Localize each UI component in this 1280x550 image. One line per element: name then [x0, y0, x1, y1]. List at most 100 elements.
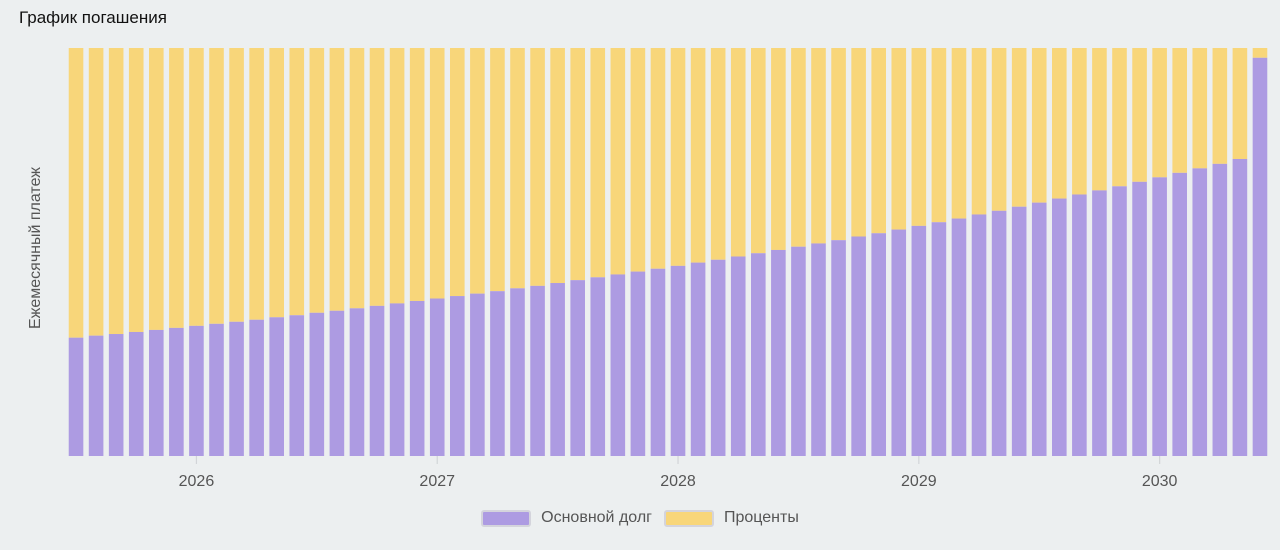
bar-principal[interactable]: [891, 229, 907, 456]
bar-interest[interactable]: [1252, 48, 1268, 58]
bar-interest[interactable]: [1152, 48, 1167, 178]
bar-principal[interactable]: [1192, 168, 1208, 457]
bar-interest[interactable]: [1112, 48, 1127, 187]
bar-interest[interactable]: [991, 48, 1007, 211]
bar-interest[interactable]: [791, 48, 806, 247]
bar-interest[interactable]: [389, 48, 405, 304]
bar-interest[interactable]: [108, 48, 124, 335]
bar-principal[interactable]: [369, 305, 385, 456]
bar-principal[interactable]: [771, 249, 786, 456]
bar-principal[interactable]: [931, 222, 947, 456]
bar-interest[interactable]: [1132, 48, 1147, 182]
bar-principal[interactable]: [1011, 206, 1027, 456]
bar-interest[interactable]: [1232, 48, 1248, 159]
bar-principal[interactable]: [1112, 186, 1127, 456]
bar-interest[interactable]: [229, 48, 244, 322]
bar-interest[interactable]: [269, 48, 284, 318]
bar-principal[interactable]: [871, 233, 886, 456]
bar-principal[interactable]: [289, 315, 305, 456]
bar-principal[interactable]: [670, 265, 686, 456]
bar-interest[interactable]: [1052, 48, 1067, 199]
bar-principal[interactable]: [991, 210, 1007, 456]
bar-interest[interactable]: [68, 48, 84, 338]
bar-interest[interactable]: [189, 48, 204, 326]
bar-principal[interactable]: [88, 335, 104, 456]
bar-interest[interactable]: [1011, 48, 1027, 207]
bar-interest[interactable]: [771, 48, 786, 250]
bar-principal[interactable]: [550, 283, 565, 456]
bar-principal[interactable]: [409, 300, 425, 456]
bar-principal[interactable]: [1252, 57, 1268, 456]
bar-interest[interactable]: [610, 48, 626, 275]
bar-interest[interactable]: [1072, 48, 1087, 195]
bar-interest[interactable]: [590, 48, 606, 278]
bar-interest[interactable]: [289, 48, 305, 316]
bar-principal[interactable]: [971, 214, 987, 456]
bar-interest[interactable]: [490, 48, 505, 292]
bar-principal[interactable]: [951, 218, 967, 456]
bar-interest[interactable]: [1092, 48, 1107, 191]
bar-principal[interactable]: [1152, 177, 1167, 456]
bar-principal[interactable]: [831, 240, 846, 456]
bar-principal[interactable]: [1232, 158, 1248, 457]
bar-interest[interactable]: [1172, 48, 1187, 173]
bar-principal[interactable]: [530, 285, 545, 456]
bar-principal[interactable]: [510, 288, 525, 456]
bar-interest[interactable]: [831, 48, 846, 241]
bar-principal[interactable]: [329, 310, 345, 456]
bar-principal[interactable]: [690, 262, 706, 456]
bar-principal[interactable]: [1172, 172, 1187, 456]
bar-principal[interactable]: [229, 321, 244, 456]
bar-interest[interactable]: [751, 48, 766, 254]
bar-principal[interactable]: [1092, 190, 1107, 456]
bar-principal[interactable]: [309, 312, 325, 456]
bar-interest[interactable]: [570, 48, 585, 281]
bar-interest[interactable]: [891, 48, 907, 230]
bar-principal[interactable]: [470, 293, 485, 456]
bar-principal[interactable]: [650, 268, 666, 456]
bar-interest[interactable]: [169, 48, 184, 328]
bar-interest[interactable]: [630, 48, 646, 272]
bar-interest[interactable]: [951, 48, 967, 219]
bar-interest[interactable]: [690, 48, 706, 263]
bar-interest[interactable]: [470, 48, 485, 294]
bar-interest[interactable]: [510, 48, 525, 289]
bar-interest[interactable]: [88, 48, 104, 336]
bar-principal[interactable]: [791, 246, 806, 456]
bar-interest[interactable]: [1031, 48, 1047, 203]
bar-interest[interactable]: [1212, 48, 1228, 164]
bar-principal[interactable]: [128, 331, 144, 456]
bar-interest[interactable]: [871, 48, 886, 234]
bar-principal[interactable]: [149, 329, 164, 456]
bar-principal[interactable]: [108, 334, 124, 456]
bar-interest[interactable]: [851, 48, 866, 237]
bar-principal[interactable]: [811, 243, 826, 456]
bar-principal[interactable]: [429, 298, 445, 456]
bar-principal[interactable]: [1132, 181, 1147, 456]
bar-principal[interactable]: [851, 236, 866, 457]
bar-principal[interactable]: [389, 303, 405, 456]
legend-item-interest[interactable]: Проценты: [664, 509, 799, 527]
bar-principal[interactable]: [1052, 198, 1067, 457]
bar-principal[interactable]: [450, 296, 465, 456]
bar-principal[interactable]: [751, 253, 766, 456]
bar-interest[interactable]: [650, 48, 666, 269]
bar-principal[interactable]: [630, 271, 646, 456]
bar-principal[interactable]: [68, 337, 84, 456]
bar-interest[interactable]: [329, 48, 345, 311]
bar-interest[interactable]: [309, 48, 325, 313]
bar-interest[interactable]: [730, 48, 746, 257]
bar-interest[interactable]: [429, 48, 445, 299]
bar-principal[interactable]: [189, 325, 204, 456]
bar-interest[interactable]: [1192, 48, 1208, 169]
bar-principal[interactable]: [490, 291, 505, 456]
bar-principal[interactable]: [1031, 202, 1047, 456]
bar-interest[interactable]: [450, 48, 465, 297]
bar-interest[interactable]: [530, 48, 545, 286]
bar-interest[interactable]: [550, 48, 565, 284]
bar-principal[interactable]: [169, 327, 184, 456]
bar-interest[interactable]: [149, 48, 164, 330]
legend-item-principal[interactable]: Основной долг: [481, 509, 652, 527]
bar-interest[interactable]: [128, 48, 144, 332]
bar-interest[interactable]: [971, 48, 987, 215]
